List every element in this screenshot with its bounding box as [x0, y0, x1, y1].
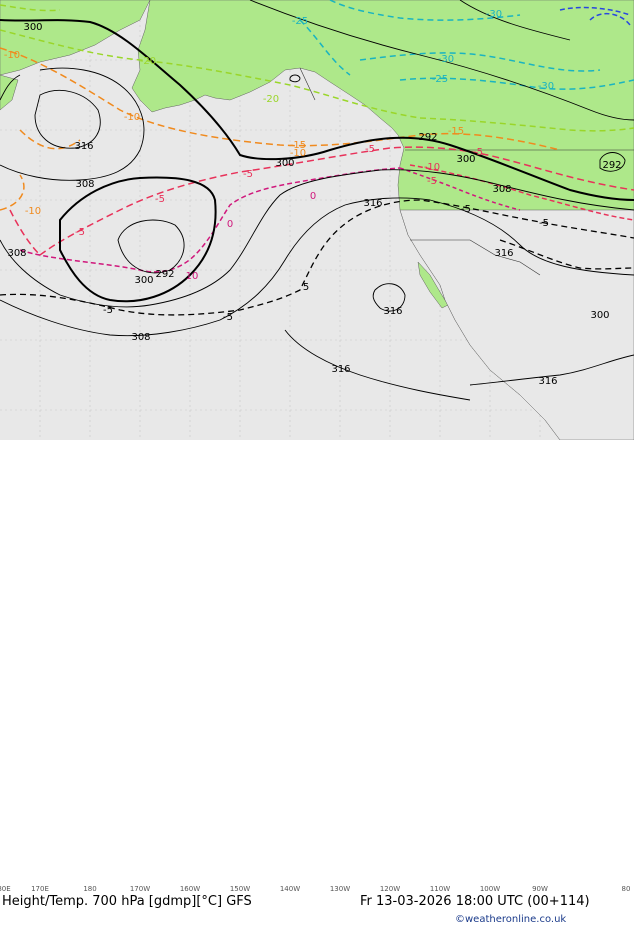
height-label: 300 — [456, 154, 475, 165]
height-label: 316 — [74, 141, 93, 152]
valid-time: Fr 13-03-2026 18:00 UTC (00+114) — [360, 894, 590, 909]
longitude-label: 100W — [479, 885, 501, 893]
height-label: 300 — [590, 310, 609, 321]
longitude-label: 170W — [129, 885, 151, 893]
height-label: 292 — [602, 160, 621, 171]
temp-label: -5 — [473, 147, 483, 158]
longitude-label: 140W — [279, 885, 301, 893]
height-label: 292 — [155, 269, 174, 280]
temp-label: -5 — [461, 204, 471, 215]
height-contours — [0, 0, 634, 401]
temp-label: -5 — [223, 312, 233, 323]
temp-label: 0 — [310, 191, 316, 202]
country-borders — [299, 67, 634, 276]
temp-label: -30 — [486, 9, 502, 20]
temp-label: -30 — [538, 81, 554, 92]
temp-label: -10 — [290, 148, 306, 159]
temp-label: -5 — [103, 305, 113, 316]
temp-label: -30 — [438, 54, 454, 65]
temp-label: -5 — [155, 194, 165, 205]
height-label: 300 — [134, 275, 153, 286]
map-canvas: 300 316 308 308 292 300 300 292 300 308 … — [0, 0, 634, 440]
height-label: 300 — [23, 22, 42, 33]
temp-label-group: -10 -10 -15 -10 -5 -5 -5 -5 -5 -5 -10 -1… — [4, 9, 554, 323]
temp-label: -10 — [124, 112, 140, 123]
height-label-group: 300 316 308 308 292 300 300 292 300 308 … — [7, 22, 621, 387]
height-label: 316 — [383, 306, 402, 317]
height-label: 308 — [75, 179, 94, 190]
temp-label: -10 — [424, 162, 440, 173]
height-label: 316 — [363, 198, 382, 209]
height-label: 308 — [131, 332, 150, 343]
temp-label: -10 — [4, 50, 20, 61]
longitude-label: 80 — [621, 885, 631, 893]
height-label: 308 — [7, 248, 26, 259]
longitude-label: 150W — [229, 885, 251, 893]
temp-label: -20 — [140, 56, 156, 67]
longitude-label: 170E — [31, 885, 49, 893]
temp-label: 5 — [303, 282, 309, 293]
temp-label: -10 — [25, 206, 41, 217]
temp-label: -25 — [432, 74, 448, 85]
longitude-label: 160W — [179, 885, 201, 893]
land-baja — [417, 261, 449, 309]
height-label: 292 — [418, 132, 437, 143]
longitude-label: 80E — [0, 885, 11, 893]
height-label: 316 — [494, 248, 513, 259]
height-label: 316 — [538, 376, 557, 387]
temp-label: -5 — [75, 227, 85, 238]
temp-label: -5 — [539, 218, 549, 229]
longitude-label: 130W — [329, 885, 351, 893]
longitude-label: 110W — [429, 885, 451, 893]
isotherm-dashed-black — [0, 199, 634, 316]
temp-label: -15 — [448, 126, 464, 137]
longitude-label: 120W — [379, 885, 401, 893]
temp-label: 0 — [227, 219, 233, 230]
temperature-contours — [0, 0, 634, 273]
longitude-label: 90W — [532, 885, 548, 893]
temp-label: 10 — [186, 271, 199, 282]
height-label: 300 — [275, 158, 294, 169]
map-footer: 80E 170E 180 170W 160W 150W 140W 130W 12… — [0, 440, 634, 925]
temp-label: -20 — [263, 94, 279, 105]
temp-label: -15 — [290, 140, 306, 151]
longitude-label: 180 — [83, 885, 97, 893]
land-kamchatka — [0, 74, 19, 111]
temp-label: -5 — [243, 169, 253, 180]
height-label: 316 — [331, 364, 350, 375]
height-label: 308 — [492, 184, 511, 195]
credit-link[interactable]: ©weatheronline.co.uk — [455, 914, 567, 925]
temp-label: -25 — [292, 16, 308, 27]
temp-label: -5 — [427, 176, 437, 187]
map-title: Height/Temp. 700 hPa [gdmp][°C] GFS — [2, 894, 252, 909]
temp-label: -5 — [365, 144, 375, 155]
